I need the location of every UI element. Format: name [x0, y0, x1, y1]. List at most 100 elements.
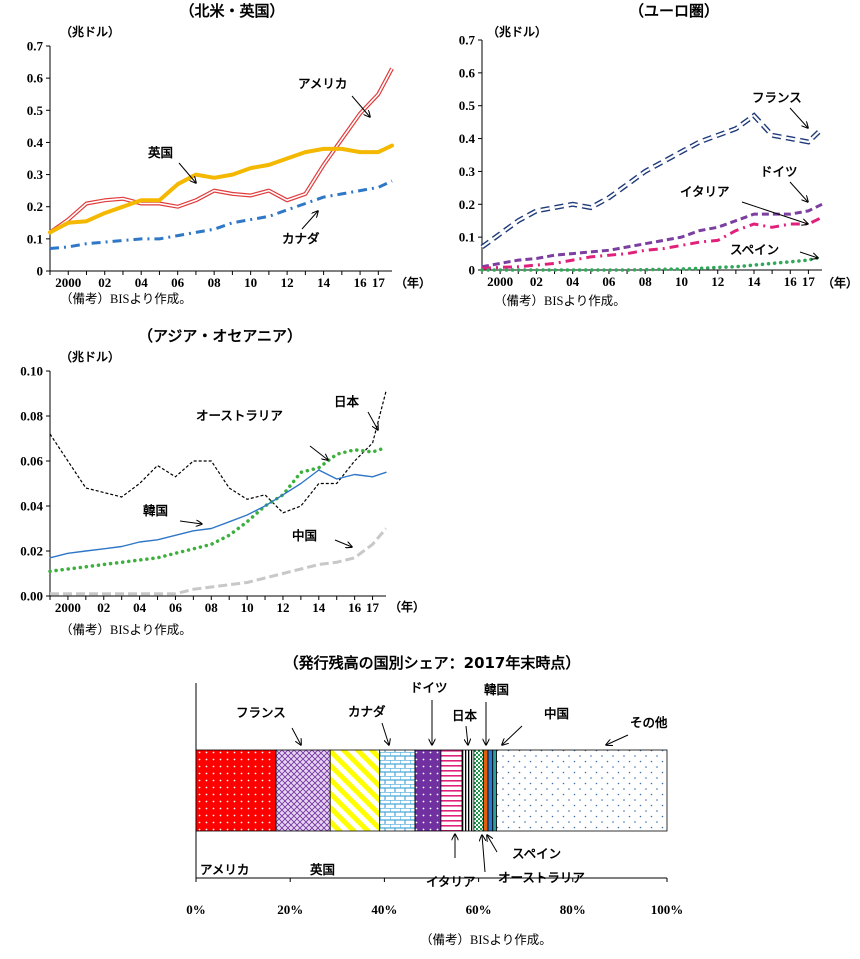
series-line [50, 527, 388, 596]
series-ドイツ [481, 202, 823, 269]
series-日本 [49, 391, 387, 514]
segment-label: 英国 [310, 862, 335, 877]
x-tick-label: 2000 [55, 275, 81, 290]
series-line [481, 216, 823, 270]
y-tick-label: 0 [469, 263, 476, 278]
series-label: カナダ [282, 231, 320, 246]
y-tick-label: 0.08 [20, 409, 43, 424]
series-スペイン [480, 255, 824, 272]
series-label: 中国 [292, 528, 317, 543]
y-tick-label: 0.4 [459, 131, 476, 146]
series-line [49, 179, 393, 250]
segment-label: スペイン [512, 846, 561, 861]
x-tick-label: 12 [711, 274, 724, 289]
series-line [49, 391, 387, 514]
y-unit-label: （兆ドル） [487, 24, 547, 39]
x-unit-label: （年） [389, 599, 425, 614]
x-tick-label: 14 [317, 275, 331, 290]
y-tick-label: 0.6 [459, 65, 476, 80]
share-segment-中国 [492, 749, 497, 832]
label-arrow [606, 734, 629, 745]
series-オーストラリア [48, 445, 388, 574]
y-tick-label: 0 [37, 264, 44, 279]
x-tick-label: 16 [784, 274, 798, 289]
x-tick-label: 12 [281, 275, 294, 290]
label-arrow [351, 95, 370, 117]
x-tick-label: 17 [802, 274, 816, 289]
series-カナダ [49, 179, 393, 250]
series-line [49, 469, 387, 559]
y-unit-label: （兆ドル） [60, 349, 120, 364]
x-tick-label: 12 [276, 600, 289, 615]
series-アメリカ [48, 67, 394, 235]
label-arrow [482, 835, 485, 873]
y-unit-label: （兆ドル） [60, 24, 120, 39]
label-arrow [487, 835, 498, 853]
series-label: 韓国 [143, 503, 168, 518]
y-tick-label: 0.5 [27, 103, 44, 118]
source-note: （備考）BISより作成。 [60, 291, 192, 306]
x-tick-label: 06 [169, 600, 183, 615]
label-arrow [179, 521, 202, 524]
x-tick-label: 02 [97, 600, 110, 615]
label-arrow [301, 211, 318, 230]
label-arrow [291, 727, 301, 745]
segment-label: ドイツ [410, 680, 448, 695]
y-tick-label: 0.7 [459, 33, 476, 48]
x-tick-label: 17 [366, 600, 380, 615]
label-arrow [178, 162, 196, 183]
share-segment-ドイツ [414, 749, 442, 832]
y-tick-label: 0.06 [20, 454, 43, 469]
x-tick-label: 16 [348, 600, 362, 615]
share-chart: （発行残高の国別シェア：2017年末時点） 0% 20% 40% 60% 80% 100% （… [186, 654, 683, 947]
x-tick-label: 04 [133, 600, 147, 615]
share-segment-オーストラリア [473, 749, 484, 832]
chart-title: （発行残高の国別シェア：2017年末時点） [284, 654, 581, 672]
y-tick-label: 0.7 [27, 39, 44, 54]
series-label: スペイン [730, 242, 779, 257]
line-chart-1: （北米・英国） （兆ドル） （年） 0 0.1 0.2 0.3 0.4 0.5 0.6 0.7 200… [27, 2, 431, 306]
segment-label: イタリア [426, 874, 476, 889]
segment-label: フランス [236, 705, 286, 720]
x-tick-label: 40% [371, 902, 397, 917]
label-arrow [381, 722, 389, 745]
series-label: フランス [752, 90, 802, 105]
share-segment-フランス [275, 749, 331, 832]
source-note: （備考）BISより作成。 [420, 932, 552, 947]
x-unit-label: （年） [822, 275, 858, 290]
x-tick-label: 04 [135, 275, 149, 290]
series-フランス [480, 112, 824, 250]
line-chart-2: （ユーロ圏） （兆ドル） （年） 0 0.1 0.2 0.3 0.4 0.5 0.6 0.7 2000… [459, 2, 858, 308]
series-韓国 [49, 469, 387, 559]
x-unit-label: （年） [395, 275, 431, 290]
share-segment-英国 [329, 749, 381, 832]
label-arrow [334, 539, 352, 547]
label-arrow [741, 201, 808, 224]
y-tick-label: 0.2 [27, 199, 43, 214]
series-label: イタリア [680, 184, 730, 199]
x-tick-label: 08 [208, 275, 222, 290]
x-tick-label: 0% [186, 902, 206, 917]
label-arrow [309, 445, 328, 460]
x-tick-label: 80% [560, 902, 586, 917]
y-tick-label: 0.1 [27, 231, 43, 246]
x-tick-label: 08 [205, 600, 219, 615]
y-tick-label: 0.5 [459, 98, 476, 113]
source-note: （備考）BISより作成。 [60, 622, 192, 637]
series-line-inner [481, 114, 823, 248]
y-tick-label: 0.4 [27, 135, 44, 150]
share-segment-日本 [461, 749, 475, 832]
y-tick-label: 0.00 [20, 589, 43, 604]
series-label: ドイツ [760, 164, 798, 179]
y-tick-label: 0.04 [20, 499, 43, 514]
label-arrow [799, 251, 818, 258]
segment-label: 日本 [452, 708, 478, 723]
series-line [480, 255, 824, 272]
x-tick-label: 06 [171, 275, 185, 290]
series-line-inner [49, 68, 393, 234]
series-英国 [48, 143, 394, 235]
series-label: 英国 [148, 145, 173, 160]
x-tick-label: 10 [675, 274, 688, 289]
chart-title: （北米・英国） [179, 2, 284, 20]
